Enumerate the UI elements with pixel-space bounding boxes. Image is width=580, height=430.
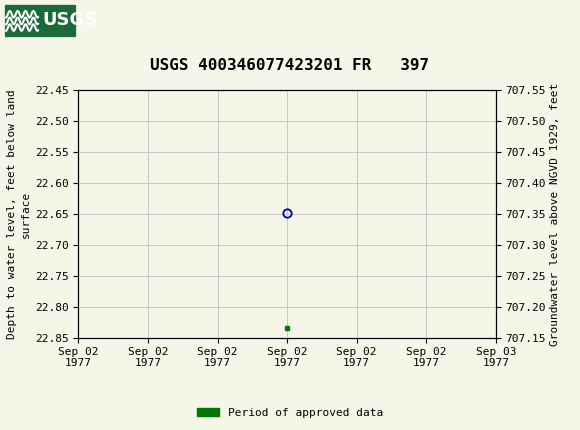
Bar (4, 4, 76, 37)
Text: USGS: USGS (42, 12, 97, 29)
Legend: Period of approved data: Period of approved data (193, 403, 387, 422)
Y-axis label: Groundwater level above NGVD 1929, feet: Groundwater level above NGVD 1929, feet (550, 82, 560, 346)
Text: USGS 400346077423201 FR   397: USGS 400346077423201 FR 397 (150, 58, 430, 73)
Y-axis label: Depth to water level, feet below land
surface: Depth to water level, feet below land su… (8, 89, 31, 339)
Bar (5, 5, 75, 36)
